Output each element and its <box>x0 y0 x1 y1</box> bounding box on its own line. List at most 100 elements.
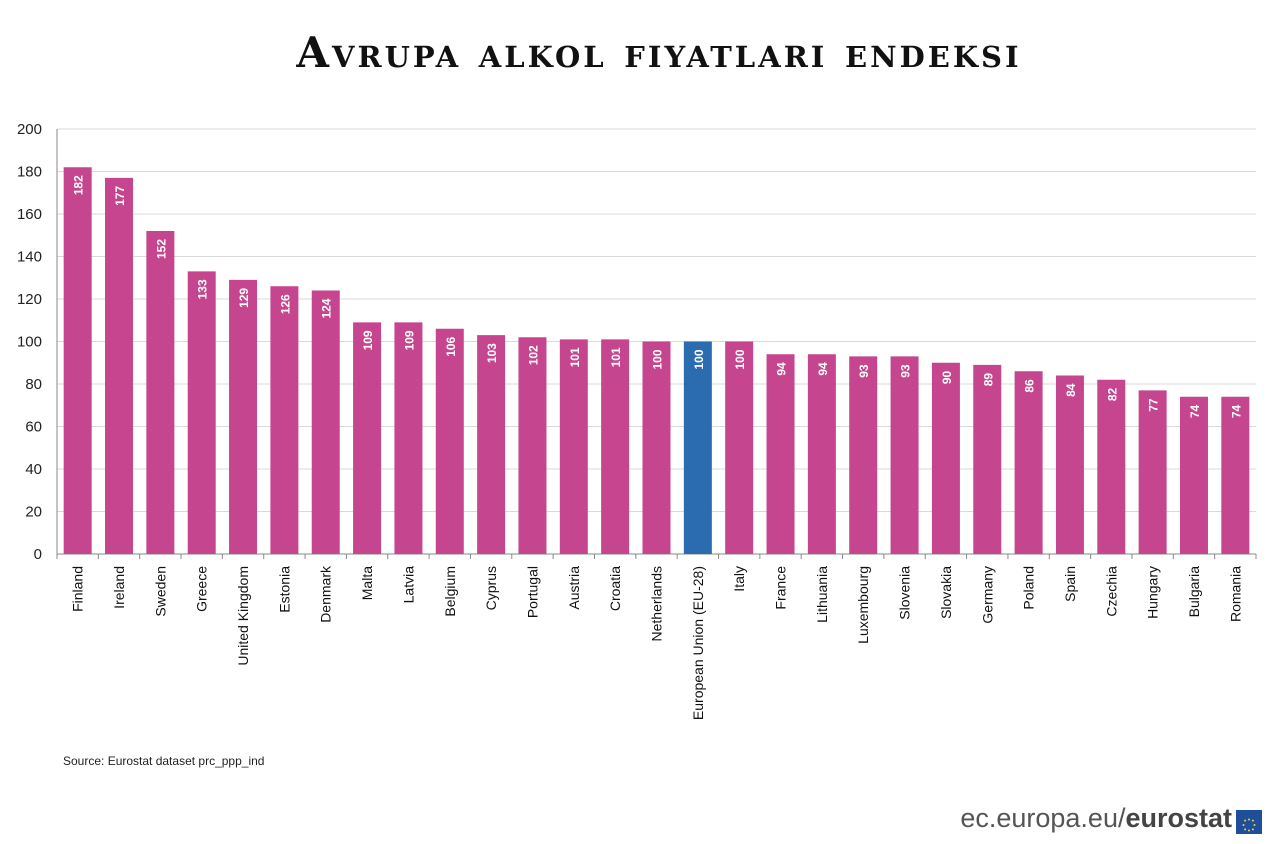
x-tick-label: Slovenia <box>897 566 913 620</box>
bar <box>435 328 464 554</box>
data-label: 74 <box>1229 404 1243 418</box>
data-label: 77 <box>1147 398 1161 412</box>
data-label: 129 <box>237 288 251 308</box>
bar <box>270 286 299 554</box>
data-label: 103 <box>485 343 499 363</box>
x-tick-label: France <box>773 566 789 610</box>
x-tick-label: Romania <box>1227 566 1243 622</box>
bar <box>973 364 1002 554</box>
bar <box>187 271 216 554</box>
bar <box>518 337 547 554</box>
source-note: Source: Eurostat dataset prc_ppp_ind <box>63 754 265 768</box>
data-label: 93 <box>857 364 871 378</box>
x-tick-label: Spain <box>1062 566 1078 602</box>
y-tick-label: 80 <box>25 376 42 393</box>
x-tick-label: Austria <box>566 566 582 610</box>
bar <box>1179 396 1208 554</box>
data-label: 109 <box>361 330 375 350</box>
x-tick-label: Finland <box>70 566 86 612</box>
data-label: 177 <box>113 186 127 206</box>
x-tick-label: Germany <box>979 566 995 624</box>
brand-url-prefix: ec.europa.eu/ <box>960 803 1126 833</box>
bar <box>477 335 506 554</box>
y-tick-label: 160 <box>17 206 42 223</box>
x-tick-label: United Kingdom <box>235 566 251 666</box>
x-tick-label: Latvia <box>400 566 416 604</box>
x-tick-label: Cyprus <box>483 566 499 610</box>
x-tick-label: Belgium <box>442 566 458 617</box>
bar <box>1138 390 1167 554</box>
x-tick-label: Hungary <box>1145 566 1161 619</box>
x-tick-label: Czechia <box>1103 566 1119 617</box>
x-tick-label: Ireland <box>111 566 127 609</box>
data-label: 74 <box>1188 404 1202 418</box>
y-tick-label: 60 <box>25 419 42 436</box>
bar <box>146 231 175 554</box>
data-label: 133 <box>196 279 210 299</box>
data-label: 86 <box>1023 379 1037 393</box>
x-tick-label: Croatia <box>607 566 623 611</box>
data-label: 101 <box>609 347 623 367</box>
data-label: 109 <box>402 330 416 350</box>
bar <box>105 177 134 554</box>
x-tick-label: Netherlands <box>649 566 665 642</box>
bar <box>311 290 340 554</box>
data-label: 93 <box>899 364 913 378</box>
bar <box>1014 371 1043 554</box>
page-title: Avrupa alkol fiyatları endeksi <box>296 28 1022 77</box>
y-tick-label: 120 <box>17 291 42 308</box>
x-tick-label: European Union (EU-28) <box>690 566 706 720</box>
y-tick-label: 20 <box>25 504 42 521</box>
bar <box>807 354 836 554</box>
bar <box>394 322 423 554</box>
bar <box>849 356 878 554</box>
bar-chart: 0 20 40 60 80 100 120 140 160 180 200 182 Finland 177… <box>17 121 1257 720</box>
y-tick-label: 100 <box>17 334 42 351</box>
y-tick-label: 40 <box>25 461 42 478</box>
bar <box>890 356 919 554</box>
x-tick-label: Luxembourg <box>855 566 871 644</box>
data-label: 124 <box>320 298 334 318</box>
bar <box>1097 379 1126 554</box>
bar <box>63 167 92 554</box>
y-tick-label: 200 <box>17 121 42 138</box>
data-label: 106 <box>444 336 458 356</box>
data-label: 182 <box>72 175 86 195</box>
x-tick-label: Italy <box>731 566 747 592</box>
data-label: 100 <box>733 349 747 369</box>
bar <box>766 354 795 554</box>
x-tick-label: Denmark <box>318 565 334 623</box>
bar <box>1055 375 1084 554</box>
bar <box>1221 396 1250 554</box>
data-label: 100 <box>692 349 706 369</box>
bar <box>642 341 671 554</box>
x-tick-label: Estonia <box>276 566 292 613</box>
x-tick-label: Slovakia <box>938 566 954 619</box>
y-tick-label: 0 <box>34 546 42 563</box>
data-label: 82 <box>1105 387 1119 401</box>
data-label: 102 <box>526 345 540 365</box>
data-label: 94 <box>775 362 789 376</box>
data-label: 152 <box>154 239 168 259</box>
y-tick-label: 140 <box>17 249 42 266</box>
bar <box>229 279 258 554</box>
eurostat-brand[interactable]: ec.europa.eu/eurostat <box>960 803 1262 834</box>
data-label: 100 <box>651 349 665 369</box>
x-tick-label: Sweden <box>152 566 168 617</box>
data-label: 94 <box>816 362 830 376</box>
bar <box>559 339 588 554</box>
data-label: 90 <box>940 370 954 384</box>
y-tick-label: 180 <box>17 164 42 181</box>
bar <box>683 341 712 554</box>
eu-flag-icon <box>1236 809 1262 834</box>
x-tick-label: Lithuania <box>814 566 830 623</box>
x-tick-label: Portugal <box>524 566 540 618</box>
data-label: 126 <box>278 294 292 314</box>
x-tick-label: Greece <box>194 566 210 612</box>
bar <box>931 362 960 554</box>
brand-name: eurostat <box>1125 803 1232 833</box>
data-label: 84 <box>1064 383 1078 397</box>
x-tick-label: Bulgaria <box>1186 566 1202 618</box>
x-tick-label: Poland <box>1021 566 1037 610</box>
data-label: 89 <box>981 373 995 387</box>
